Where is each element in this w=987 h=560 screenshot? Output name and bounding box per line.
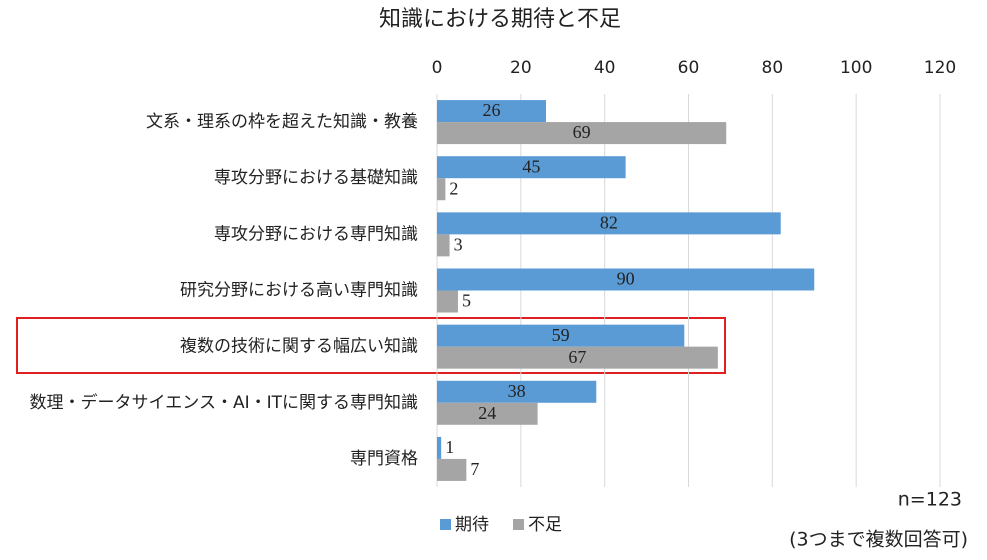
bar [437, 156, 626, 179]
value-label: 26 [482, 100, 500, 120]
x-tick-label: 0 [432, 58, 443, 78]
bar [437, 290, 458, 313]
x-tick-label: 20 [510, 58, 532, 78]
bar [437, 212, 781, 235]
y-tick-label: 専門資格 [350, 449, 418, 469]
bar [437, 346, 718, 369]
value-label: 2 [449, 178, 458, 198]
bar [437, 380, 597, 403]
bar [437, 268, 815, 291]
value-label: 45 [522, 156, 540, 176]
value-label: 1 [445, 437, 454, 457]
value-label: 24 [478, 403, 496, 423]
y-tick-label: 文系・理系の枠を超えた知識・教養 [146, 112, 418, 132]
bar [437, 436, 442, 459]
bar [437, 178, 446, 201]
bar [437, 100, 546, 123]
y-tick-label: 研究分野における高い専門知識 [180, 281, 418, 301]
chart-title: 知識における期待と不足 [379, 7, 621, 32]
bar [437, 324, 685, 347]
x-tick-label: 60 [678, 58, 700, 78]
sample-size: n=123 [898, 489, 962, 511]
bar [437, 234, 450, 257]
legend-label: 不足 [528, 515, 562, 535]
value-label: 59 [552, 325, 570, 345]
value-label: 7 [470, 459, 479, 479]
y-tick-label: 専攻分野における専門知識 [214, 224, 418, 244]
highlight-box [16, 317, 726, 374]
legend-swatch [440, 519, 451, 530]
bar [437, 458, 467, 481]
x-tick-label: 100 [840, 58, 872, 78]
bar [437, 402, 538, 425]
legend-swatch [513, 519, 524, 530]
note: (3つまで複数回答可) [789, 529, 968, 551]
y-tick-label: 複数の技術に関する幅広い知識 [180, 337, 418, 357]
value-label: 69 [573, 122, 591, 142]
value-label: 5 [462, 291, 471, 311]
x-tick-label: 40 [594, 58, 616, 78]
value-label: 38 [508, 381, 526, 401]
y-tick-label: 専攻分野における基礎知識 [214, 168, 418, 188]
value-label: 67 [568, 347, 586, 367]
y-tick-label: 数理・データサイエンス・AI・ITに関する専門知識 [29, 392, 418, 413]
legend-label: 期待 [455, 515, 489, 535]
value-label: 3 [454, 234, 463, 254]
value-label: 82 [600, 212, 618, 232]
bar [437, 122, 727, 145]
value-label: 90 [617, 269, 635, 289]
x-tick-label: 120 [924, 58, 956, 78]
x-tick-label: 80 [762, 58, 784, 78]
